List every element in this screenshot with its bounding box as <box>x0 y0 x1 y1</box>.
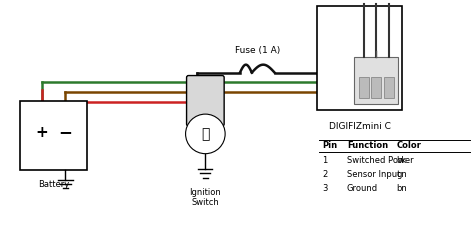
Bar <box>384 76 394 98</box>
Text: 3: 3 <box>322 184 328 193</box>
Bar <box>317 6 402 110</box>
Text: −: − <box>59 124 73 141</box>
FancyBboxPatch shape <box>187 75 224 126</box>
Text: 1: 1 <box>322 156 327 165</box>
Text: Ignition: Ignition <box>190 188 221 197</box>
Text: +: + <box>35 125 48 140</box>
Bar <box>20 101 87 171</box>
Bar <box>354 57 398 104</box>
Circle shape <box>186 114 225 154</box>
Text: Pin: Pin <box>322 141 337 150</box>
Text: Sensor Input: Sensor Input <box>347 170 400 179</box>
Text: Battery: Battery <box>38 180 69 189</box>
Text: Color: Color <box>396 141 421 150</box>
Text: Switch: Switch <box>191 198 219 207</box>
Bar <box>372 76 382 98</box>
Text: bk: bk <box>396 156 406 165</box>
Text: bn: bn <box>396 184 407 193</box>
Text: Ground: Ground <box>347 184 378 193</box>
Text: Switched Power: Switched Power <box>347 156 413 165</box>
Text: Ⓥ: Ⓥ <box>201 127 210 141</box>
Text: Fuse (1 A): Fuse (1 A) <box>235 46 280 55</box>
Text: gn: gn <box>396 170 407 179</box>
Text: Function: Function <box>347 141 388 150</box>
Text: 2: 2 <box>322 170 327 179</box>
Bar <box>359 76 368 98</box>
Text: DIGIFIZmini C: DIGIFIZmini C <box>328 122 391 131</box>
